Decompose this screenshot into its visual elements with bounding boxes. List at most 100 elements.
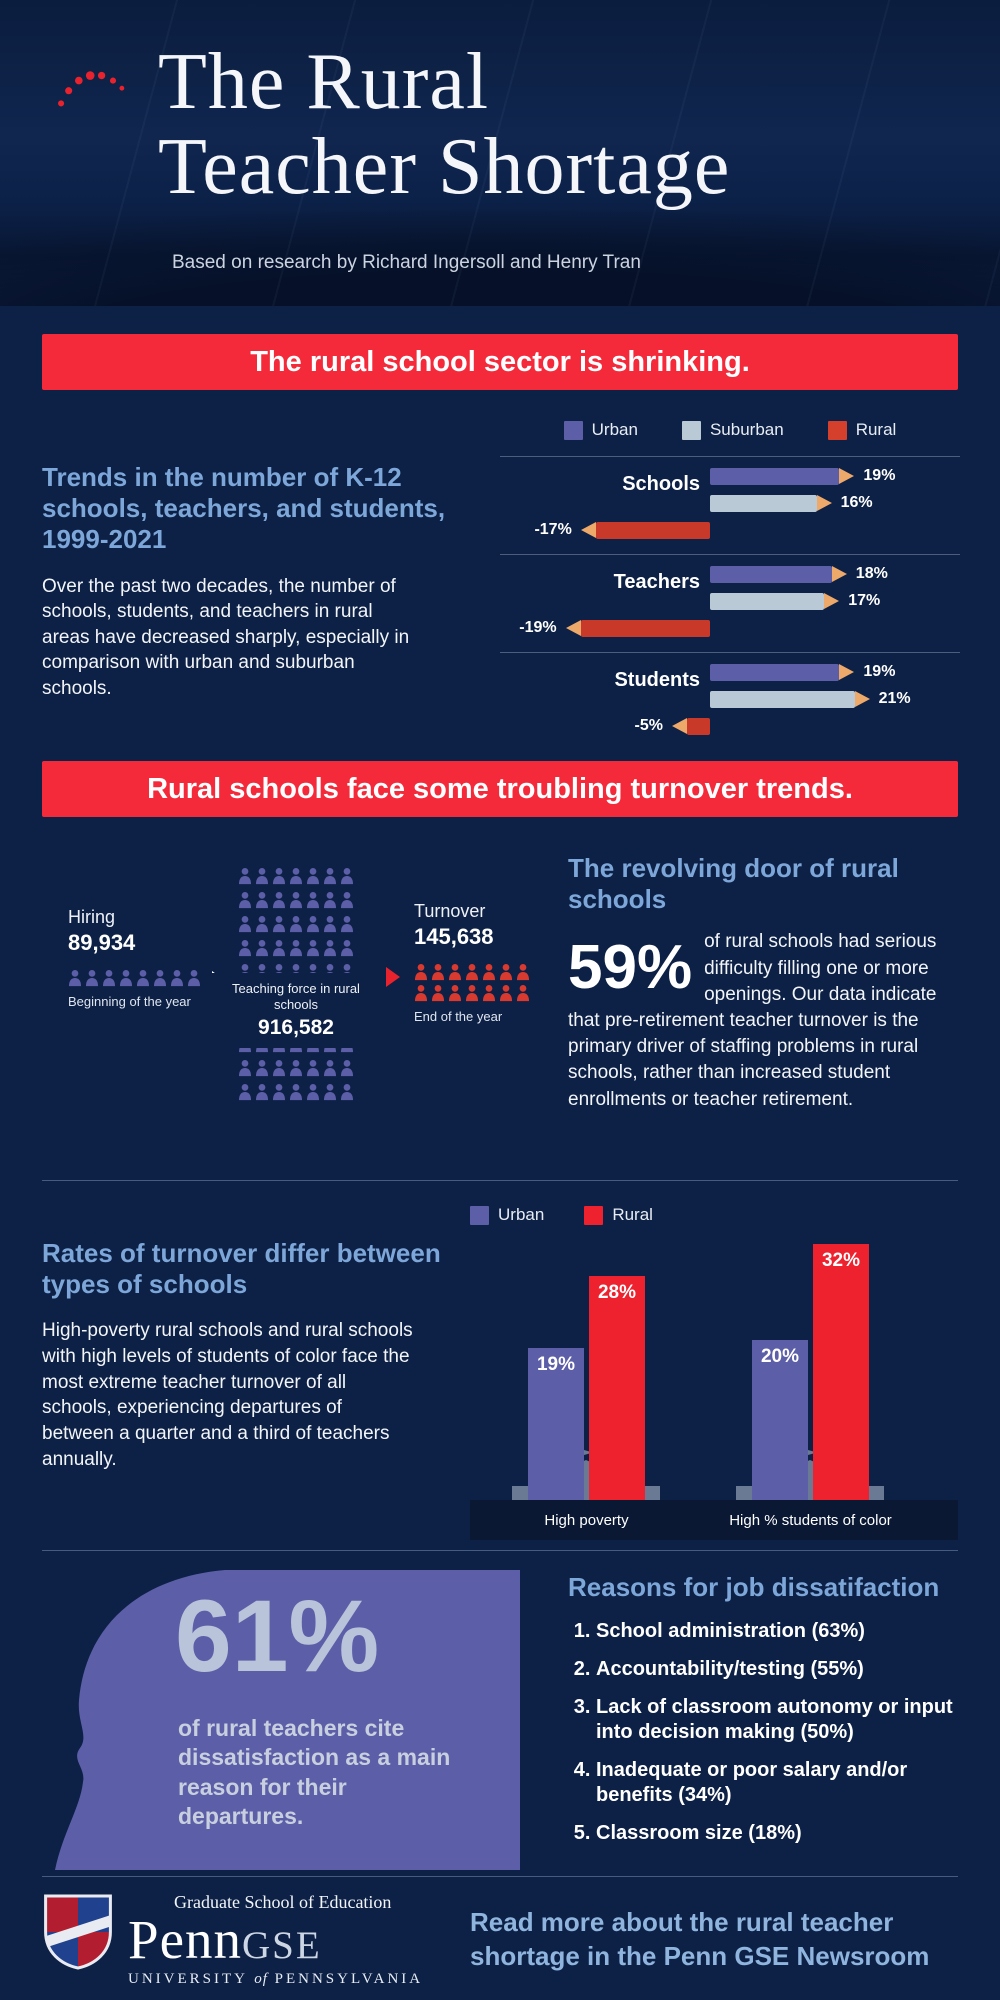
person-icon bbox=[340, 1083, 354, 1101]
person-icon bbox=[289, 1083, 303, 1101]
category-label: Schools bbox=[622, 473, 700, 495]
person-icon bbox=[306, 867, 320, 885]
legend-item-suburban: Suburban bbox=[681, 420, 784, 440]
pencil-tip-icon bbox=[565, 620, 581, 636]
newsroom-link[interactable]: Read more about the rural teacher shorta… bbox=[470, 1907, 930, 1971]
person-icon bbox=[306, 891, 320, 909]
person-icon bbox=[323, 1083, 337, 1101]
stat-61-caption: of rural teachers cite dissatisfaction a… bbox=[178, 1715, 451, 1830]
pencil-tip-icon bbox=[854, 691, 870, 707]
hiring-label: Hiring bbox=[68, 907, 116, 927]
person-icon bbox=[306, 939, 320, 957]
divider bbox=[42, 1550, 958, 1551]
turnover-column-chart: 19% 28% High poverty 20% 32% High % students … bbox=[470, 1240, 958, 1540]
bar-urban-1: 19% bbox=[528, 1348, 584, 1500]
reason-item: Accountability/testing (55%) bbox=[596, 1657, 968, 1682]
legend-swatch-icon bbox=[827, 420, 847, 440]
person-icon bbox=[136, 969, 150, 987]
legend-swatch-icon bbox=[681, 420, 701, 440]
pencil-tip-icon bbox=[816, 495, 832, 511]
person-icon bbox=[482, 963, 496, 981]
teaching-force-pictogram: Hiring 89,934 Beginning of the year Teac… bbox=[42, 855, 552, 1160]
person-icon bbox=[306, 915, 320, 933]
title-line-1: The Rural bbox=[158, 38, 490, 126]
section-banner-turnover: Rural schools face some troubling turnov… bbox=[42, 761, 958, 817]
bar-value: 32% bbox=[821, 1250, 861, 1271]
teaching-force-chip: Teaching force in rural schools 916,582 bbox=[210, 973, 382, 1048]
bar-value: 19% bbox=[863, 467, 896, 484]
bar-value: 19% bbox=[536, 1354, 576, 1375]
turnover-block: Turnover 145,638 End of the year bbox=[414, 901, 550, 1024]
person-icon bbox=[255, 867, 269, 885]
person-icon bbox=[85, 969, 99, 987]
penn-shield-icon bbox=[44, 1894, 112, 1970]
head-silhouette-icon bbox=[55, 1570, 520, 1870]
logo-pennsylvania-word: PENNSYLVANIA bbox=[274, 1971, 424, 1988]
dots-arc-icon bbox=[58, 71, 125, 107]
person-icon bbox=[238, 1083, 252, 1101]
person-icon bbox=[170, 969, 184, 987]
bar-body bbox=[710, 592, 825, 610]
pencil-tip-icon bbox=[839, 664, 855, 680]
bar-value: 20% bbox=[760, 1346, 800, 1367]
footer-divider bbox=[42, 1876, 958, 1877]
legend-item-rural: Rural bbox=[827, 420, 896, 440]
bar-value: 19% bbox=[863, 663, 896, 680]
person-icon bbox=[448, 984, 462, 1002]
dissatisfaction-list: School administration (63%) Accountabilit… bbox=[568, 1619, 968, 1846]
dissatisfaction-block: Reasons for job dissatifaction School ad… bbox=[568, 1572, 968, 1859]
bar-body bbox=[710, 663, 840, 681]
person-icon bbox=[272, 891, 286, 909]
chart-legend: Urban Suburban Rural bbox=[500, 420, 960, 440]
person-icon bbox=[306, 1059, 320, 1077]
page-title: The Rural Teacher Shortage bbox=[158, 40, 730, 210]
bar-rural-teachers: -19% bbox=[510, 619, 710, 637]
category-label: High poverty bbox=[544, 1512, 629, 1529]
force-label: Teaching force in rural schools bbox=[232, 981, 360, 1013]
hiring-block: Hiring 89,934 Beginning of the year bbox=[68, 907, 218, 1009]
reason-item: School administration (63%) bbox=[596, 1619, 968, 1644]
pencil-tip-icon bbox=[839, 468, 855, 484]
person-icon bbox=[516, 984, 530, 1002]
legend-item-rural: Rural bbox=[584, 1205, 653, 1225]
trends-heading: Trends in the number of K-12 schools, te… bbox=[42, 462, 446, 555]
bar-value: -19% bbox=[519, 619, 557, 636]
person-icon bbox=[238, 915, 252, 933]
category-label: High % students of color bbox=[729, 1512, 892, 1529]
person-icon bbox=[68, 969, 82, 987]
revolving-heading: The revolving door of rural schools bbox=[568, 853, 899, 915]
bar-urban-students: 19% bbox=[710, 663, 904, 681]
turnover-section: Hiring 89,934 Beginning of the year Teac… bbox=[0, 845, 1000, 1180]
bar-suburban-teachers: 17% bbox=[710, 592, 889, 610]
person-icon bbox=[255, 939, 269, 957]
person-icon bbox=[431, 984, 445, 1002]
trend-group-students: Students 19% 21% -5% bbox=[500, 652, 960, 750]
person-icon bbox=[340, 891, 354, 909]
trend-group-schools: Schools 19% 16% -17% bbox=[500, 456, 960, 554]
bar-body bbox=[580, 619, 710, 637]
legend-item-urban: Urban bbox=[470, 1205, 544, 1225]
bar-urban-schools: 19% bbox=[710, 467, 904, 485]
turnover-rates-text-block: Rates of turnover differ between types o… bbox=[42, 1238, 442, 1472]
bar-suburban-schools: 16% bbox=[710, 494, 882, 512]
column-group-1: 19% 28% bbox=[528, 1276, 645, 1500]
person-icon bbox=[255, 915, 269, 933]
hiring-caption: Beginning of the year bbox=[68, 994, 191, 1009]
banner-text: Rural schools face some troubling turnov… bbox=[147, 772, 853, 805]
person-icon bbox=[238, 939, 252, 957]
legend-swatch-icon bbox=[563, 420, 583, 440]
person-icon bbox=[255, 891, 269, 909]
person-icon bbox=[289, 915, 303, 933]
trends-text-block: Trends in the number of K-12 schools, te… bbox=[42, 462, 472, 702]
logo-penn-gse: PennGSE bbox=[128, 1912, 423, 1967]
trends-bar-chart: Urban Suburban Rural Schools 19% 16% -17% Teac… bbox=[500, 420, 960, 750]
trend-group-teachers: Teachers 18% 17% -19% bbox=[500, 554, 960, 652]
pencil-tip-icon bbox=[831, 566, 847, 582]
person-icon bbox=[289, 939, 303, 957]
legend-label: Rural bbox=[612, 1205, 653, 1224]
person-icon bbox=[414, 963, 428, 981]
person-icon bbox=[272, 867, 286, 885]
dissatisfaction-heading: Reasons for job dissatifaction bbox=[568, 1572, 940, 1602]
person-icon bbox=[465, 963, 479, 981]
hiring-value: 89,934 bbox=[68, 930, 136, 955]
